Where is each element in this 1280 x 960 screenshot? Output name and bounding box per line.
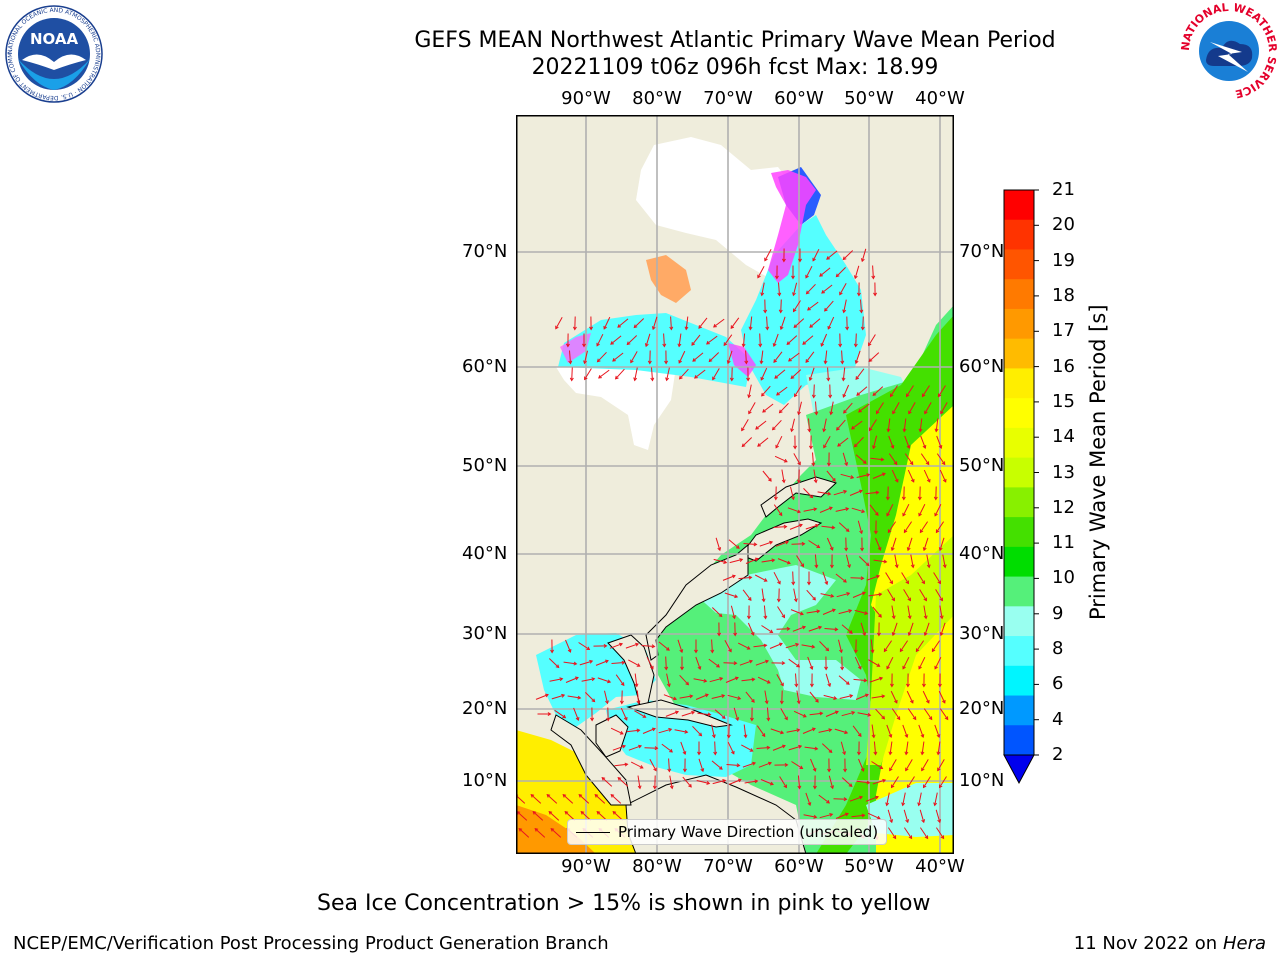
svg-text:NOAA: NOAA (30, 30, 79, 48)
colorbar-tick-9: 9 (1052, 602, 1064, 624)
colorbar-segment-9 (1004, 457, 1034, 488)
colorbar-tick-15: 15 (1052, 390, 1075, 412)
lon-label-bottom-2: 70°W (703, 856, 753, 877)
colorbar-segment-13 (1004, 576, 1034, 607)
lon-label-bottom-1: 80°W (632, 856, 682, 877)
footer-left: NCEP/EMC/Verification Post Processing Pr… (13, 933, 609, 954)
sea-ice-edge-3 (560, 333, 591, 363)
colorbar-tick-8: 8 (1052, 638, 1064, 660)
lat-label-right-0: 70°N (959, 241, 1005, 262)
colorbar-segment-6 (1004, 368, 1034, 399)
footer-right: 11 Nov 2022 on Hera (1074, 933, 1266, 954)
colorbar-tick-18: 18 (1052, 284, 1075, 306)
title-line-2: 20221109 t06z 096h fcst Max: 18.99 (531, 55, 939, 80)
colorbar-segment-8 (1004, 427, 1034, 459)
colorbar-tick-2: 2 (1052, 744, 1064, 765)
lon-label-bottom-4: 50°W (844, 856, 894, 877)
swell-tongue (696, 565, 861, 700)
nova-scotia (740, 518, 823, 562)
hudson-water (558, 313, 751, 387)
yucatan (595, 714, 629, 758)
lat-label-right-2: 50°N (959, 455, 1005, 476)
colorbar-under-arrow (1003, 754, 1035, 785)
sea-ice-caption: Sea Ice Concentration > 15% is shown in … (317, 891, 931, 916)
lon-label-top-4: 50°W (844, 88, 894, 109)
colorbar-tick-16: 16 (1052, 355, 1075, 377)
lon-label-top-5: 40°W (915, 88, 965, 109)
lat-label-right-6: 10°N (959, 770, 1005, 791)
colorbar-segment-0 (1004, 190, 1034, 221)
lat-label-right-5: 20°N (959, 698, 1005, 719)
lat-label-left-2: 50°N (462, 455, 508, 476)
lon-label-bottom-5: 40°W (915, 856, 965, 877)
lon-label-bottom-3: 60°W (774, 856, 824, 877)
lat-label-right-4: 30°N (959, 623, 1005, 644)
lat-label-left-4: 30°N (462, 623, 508, 644)
colorbar-tick-19: 19 (1052, 249, 1075, 271)
footer-date: 11 Nov 2022 on (1073, 933, 1218, 954)
title-line-1: GEFS MEAN Northwest Atlantic Primary Wav… (414, 28, 1056, 53)
noaa-logo: NATIONAL OCEANIC AND ATMOSPHERIC ADMINIS… (4, 4, 103, 103)
lat-label-left-1: 60°N (462, 356, 508, 377)
arctic-ice (636, 137, 806, 283)
colorbar-segment-4 (1004, 308, 1034, 340)
lat-label-right-3: 40°N (959, 543, 1005, 564)
colorbar-segment-10 (1004, 487, 1034, 518)
colorbar-tick-13: 13 (1052, 461, 1075, 483)
colorbar-segment-1 (1004, 219, 1034, 250)
legend-label: Primary Wave Direction (unscaled) (618, 823, 879, 841)
lat-label-left-0: 70°N (462, 241, 508, 262)
colorbar-tick-17: 17 (1052, 320, 1075, 342)
colorbar-tick-14: 14 (1052, 426, 1075, 448)
colorbar-segment-17 (1004, 695, 1034, 726)
colorbar-segment-5 (1004, 338, 1034, 369)
lon-label-top-2: 70°W (703, 88, 753, 109)
colorbar-tick-10: 10 (1052, 567, 1075, 589)
colorbar-segment-3 (1004, 279, 1034, 310)
atlantic-lime (866, 535, 954, 765)
colorbar-tick-11: 11 (1052, 532, 1075, 554)
colorbar-segment-16 (1004, 665, 1034, 697)
lat-label-left-6: 10°N (462, 770, 508, 791)
colorbar-tick-21: 21 (1052, 179, 1075, 200)
newfoundland (760, 476, 837, 518)
colorbar-segment-12 (1004, 546, 1034, 578)
wave-period-map (516, 115, 954, 854)
lat-label-left-3: 40°N (462, 543, 508, 564)
colorbar-segment-18 (1004, 725, 1034, 756)
colorbar-label: Primary Wave Mean Period [s] (1086, 304, 1110, 620)
central-america (550, 714, 632, 806)
colorbar-segment-7 (1004, 398, 1034, 429)
colorbar-segment-2 (1004, 249, 1034, 280)
colorbar-segment-15 (1004, 636, 1034, 667)
lon-label-top-3: 60°W (774, 88, 824, 109)
colorbar-tick-6: 6 (1052, 673, 1064, 695)
lon-label-bottom-0: 90°W (561, 856, 611, 877)
colorbar (1003, 189, 1039, 785)
lon-label-top-0: 90°W (561, 88, 611, 109)
lat-label-left-5: 20°N (462, 698, 508, 719)
cuba (626, 699, 733, 728)
map-legend: Primary Wave Direction (unscaled) (567, 819, 888, 845)
colorbar-tick-20: 20 (1052, 214, 1075, 236)
caribbean-sea (606, 700, 756, 777)
footer-machine: Hera (1222, 933, 1266, 954)
colorbar-segment-11 (1004, 517, 1034, 548)
lon-label-top-1: 80°W (632, 88, 682, 109)
legend-line-swatch (576, 831, 610, 833)
colorbar-segment-14 (1004, 606, 1034, 637)
nws-logo: NATIONAL WEATHER SERVICE (1180, 2, 1278, 100)
sea-ice-edge-4 (728, 343, 756, 377)
colorbar-tick-12: 12 (1052, 496, 1075, 518)
sea-ice-edge-1 (768, 170, 816, 283)
lat-label-right-1: 60°N (959, 356, 1005, 377)
colorbar-tick-4: 4 (1052, 708, 1064, 730)
